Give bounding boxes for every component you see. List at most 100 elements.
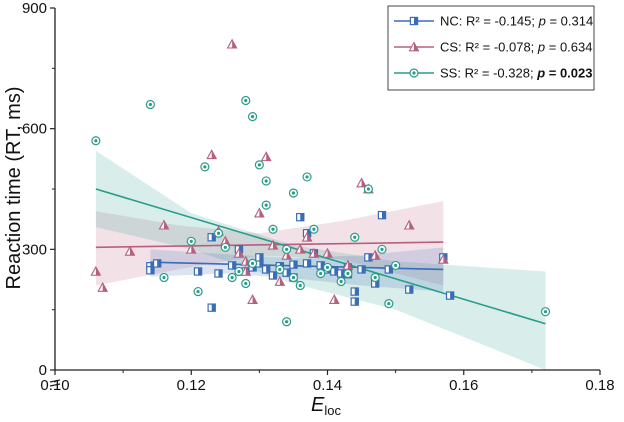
ss-point xyxy=(200,162,210,172)
cs-point xyxy=(158,219,170,230)
marker-fill xyxy=(307,229,311,237)
nc-point xyxy=(364,253,373,262)
legend-label-prefix: SS: R² = -0.328; xyxy=(440,66,537,81)
cs-point xyxy=(328,293,340,304)
legend-label-p: p xyxy=(538,14,546,29)
ss-point xyxy=(241,95,251,106)
legend-label-p: p xyxy=(537,40,545,55)
marker-fill xyxy=(361,265,366,274)
ss-point xyxy=(261,200,271,210)
ss-point xyxy=(384,299,394,309)
cs-point xyxy=(247,293,258,304)
x-tick-label: 0.16 xyxy=(449,377,478,394)
cs-point xyxy=(206,149,218,160)
marker-fill xyxy=(252,295,258,304)
marker-fill xyxy=(223,245,227,249)
marker-fill xyxy=(271,227,275,231)
legend-label-value: = 0.023 xyxy=(545,66,592,81)
tick-labels: 0.10 0.12 0.14 0.16 0.18 0 300 600 900 xyxy=(22,0,615,394)
ss-point xyxy=(350,232,360,242)
legend-marker xyxy=(408,41,420,52)
cs-point xyxy=(301,231,313,242)
marker-fill xyxy=(94,139,98,143)
nc-point xyxy=(302,259,312,268)
marker-fill xyxy=(232,39,237,48)
ss-fit-line xyxy=(95,188,546,325)
legend-label: NC: R² = -0.145; p = 0.314 xyxy=(440,14,593,29)
marker-fill xyxy=(412,71,416,75)
legend-item-nc: NC: R² = -0.145; p = 0.314 xyxy=(394,14,593,29)
ss-point xyxy=(241,278,251,289)
marker-fill xyxy=(375,250,380,260)
marker-fill xyxy=(354,298,359,306)
ss-point xyxy=(275,264,285,275)
marker-fill xyxy=(285,247,289,251)
marker-fill xyxy=(102,283,108,292)
marker-fill xyxy=(382,211,386,219)
marker-fill xyxy=(279,277,285,286)
ss-point xyxy=(193,286,203,297)
legend-item-ss: SS: R² = -0.328; p = 0.023 xyxy=(394,66,593,81)
marker-fill xyxy=(298,283,302,288)
marker-fill xyxy=(325,265,330,270)
ss-point xyxy=(282,317,292,327)
legend-label: CS: R² = -0.078; p = 0.634 xyxy=(440,40,593,55)
marker-fill xyxy=(162,275,166,280)
cs-point xyxy=(97,281,109,292)
ss-point xyxy=(282,244,292,254)
nc-point xyxy=(207,303,216,312)
marker-fill xyxy=(353,235,357,239)
legend-box xyxy=(387,5,595,91)
ss-point xyxy=(288,188,299,198)
marker-fill xyxy=(334,267,338,276)
marker-fill xyxy=(300,213,304,221)
ss-point xyxy=(391,260,401,271)
x-axis-title: Eloc xyxy=(311,394,341,418)
cs-confidence-band xyxy=(95,201,444,286)
marker-fill xyxy=(196,289,200,294)
ss-point xyxy=(295,280,305,291)
ss-point xyxy=(540,307,551,317)
marker-fill xyxy=(250,115,255,119)
marker-fill xyxy=(320,261,325,270)
ss-point xyxy=(261,176,271,186)
marker-fill xyxy=(244,281,248,286)
cs-fit-line xyxy=(95,241,444,249)
ss-point xyxy=(159,272,169,283)
legend-marker xyxy=(409,16,419,26)
marker-fill xyxy=(291,191,296,195)
nc-point xyxy=(350,297,359,306)
cs-point xyxy=(437,253,449,264)
nc-point xyxy=(214,269,223,278)
marker-fill xyxy=(148,102,152,107)
marker-fill xyxy=(291,275,296,280)
cs-point xyxy=(274,275,286,286)
y-tick-label: 900 xyxy=(22,0,47,17)
ss-point xyxy=(288,272,299,283)
marker-fill xyxy=(278,267,282,272)
legend-marker xyxy=(409,68,419,78)
y-axis-title: Reaction time (RT, ms) xyxy=(3,86,25,289)
marker-fill xyxy=(264,179,268,183)
marker-fill xyxy=(189,239,193,243)
ss-point xyxy=(336,276,346,287)
cs-point xyxy=(322,247,333,258)
cs-point xyxy=(253,207,265,218)
legend-label: SS: R² = -0.328; p = 0.023 xyxy=(440,66,593,81)
ss-point xyxy=(268,224,278,234)
data-points xyxy=(90,38,551,327)
marker-fill xyxy=(346,271,350,276)
y-tick-label: 600 xyxy=(22,121,47,138)
cs-point xyxy=(267,239,279,250)
x-tick-label: 0.14 xyxy=(313,377,342,394)
ss-confidence-band xyxy=(95,150,546,370)
ss-point xyxy=(186,236,196,246)
ss-point xyxy=(247,258,258,269)
axes xyxy=(49,7,601,387)
marker-fill xyxy=(414,42,419,51)
cs-point xyxy=(294,243,306,254)
marker-fill xyxy=(230,275,234,280)
marker-fill xyxy=(313,248,319,258)
marker-fill xyxy=(414,17,418,25)
